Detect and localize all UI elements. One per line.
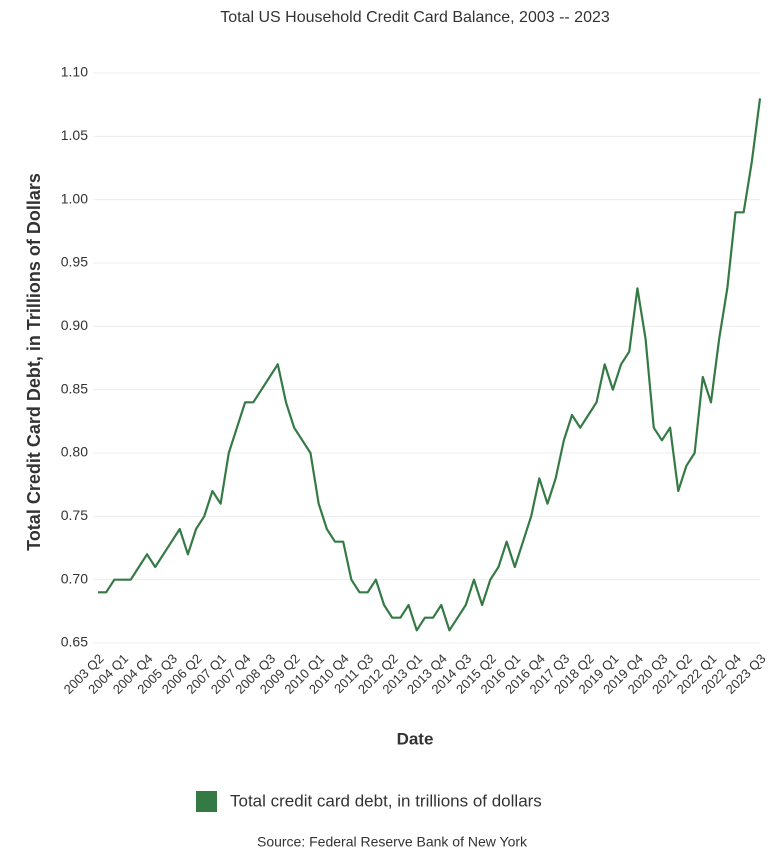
- y-tick-label: 1.05: [61, 127, 88, 143]
- y-tick-label: 0.95: [61, 254, 88, 270]
- y-tick-label: 0.85: [61, 380, 88, 396]
- y-tick-label: 0.65: [61, 634, 88, 650]
- y-axis-title: Total Credit Card Debt, in Trillions of …: [24, 173, 44, 551]
- y-tick-label: 0.75: [61, 507, 88, 523]
- y-tick-label: 0.80: [61, 444, 88, 460]
- y-tick-label: 1.00: [61, 190, 88, 206]
- chart-title: Total US Household Credit Card Balance, …: [220, 9, 610, 26]
- legend-swatch: [196, 791, 217, 812]
- y-tick-label: 0.70: [61, 570, 88, 586]
- source-note: Source: Federal Reserve Bank of New York: [257, 834, 528, 850]
- x-axis-title: Date: [397, 729, 434, 748]
- y-tick-label: 1.10: [61, 64, 88, 80]
- y-tick-label: 0.90: [61, 317, 88, 333]
- legend-label: Total credit card debt, in trillions of …: [230, 791, 542, 810]
- data-line: [98, 98, 762, 632]
